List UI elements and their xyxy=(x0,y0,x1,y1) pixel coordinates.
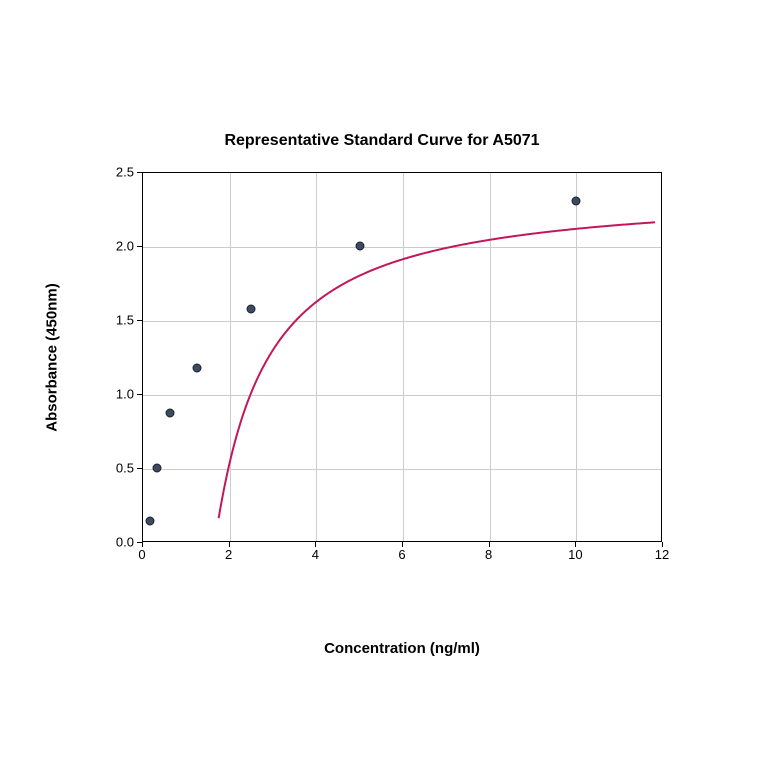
data-point xyxy=(572,197,581,206)
x-tick-label: 12 xyxy=(655,547,669,562)
y-tick-mark xyxy=(137,246,142,247)
y-tick-mark xyxy=(137,320,142,321)
y-axis-label-container: Absorbance (450nm) xyxy=(0,172,126,542)
y-axis-label: Absorbance (450nm) xyxy=(44,283,61,431)
fitted-curve-svg xyxy=(213,183,733,553)
x-tick-label: 2 xyxy=(225,547,232,562)
y-tick-mark xyxy=(137,542,142,543)
data-point xyxy=(145,516,154,525)
data-point xyxy=(166,408,175,417)
y-tick-label: 2.5 xyxy=(94,165,134,180)
chart-title: Representative Standard Curve for A5071 xyxy=(72,132,692,150)
x-tick-label: 8 xyxy=(485,547,492,562)
chart-container: Representative Standard Curve for A5071 … xyxy=(72,162,692,602)
y-tick-mark xyxy=(137,468,142,469)
x-tick-label: 6 xyxy=(398,547,405,562)
x-axis-label: Concentration (ng/ml) xyxy=(142,640,662,657)
data-point xyxy=(247,305,256,314)
data-point xyxy=(355,241,364,250)
x-tick-label: 0 xyxy=(138,547,145,562)
y-tick-label: 1.0 xyxy=(94,387,134,402)
y-tick-label: 1.5 xyxy=(94,313,134,328)
y-tick-label: 2.0 xyxy=(94,239,134,254)
data-point xyxy=(152,463,161,472)
x-tick-label: 4 xyxy=(312,547,319,562)
y-tick-label: 0.5 xyxy=(94,461,134,476)
y-tick-mark xyxy=(137,394,142,395)
y-tick-mark xyxy=(137,172,142,173)
plot-area xyxy=(142,172,662,542)
fitted-curve xyxy=(219,222,655,518)
data-point xyxy=(193,364,202,373)
x-tick-label: 10 xyxy=(568,547,582,562)
y-tick-label: 0.0 xyxy=(94,535,134,550)
